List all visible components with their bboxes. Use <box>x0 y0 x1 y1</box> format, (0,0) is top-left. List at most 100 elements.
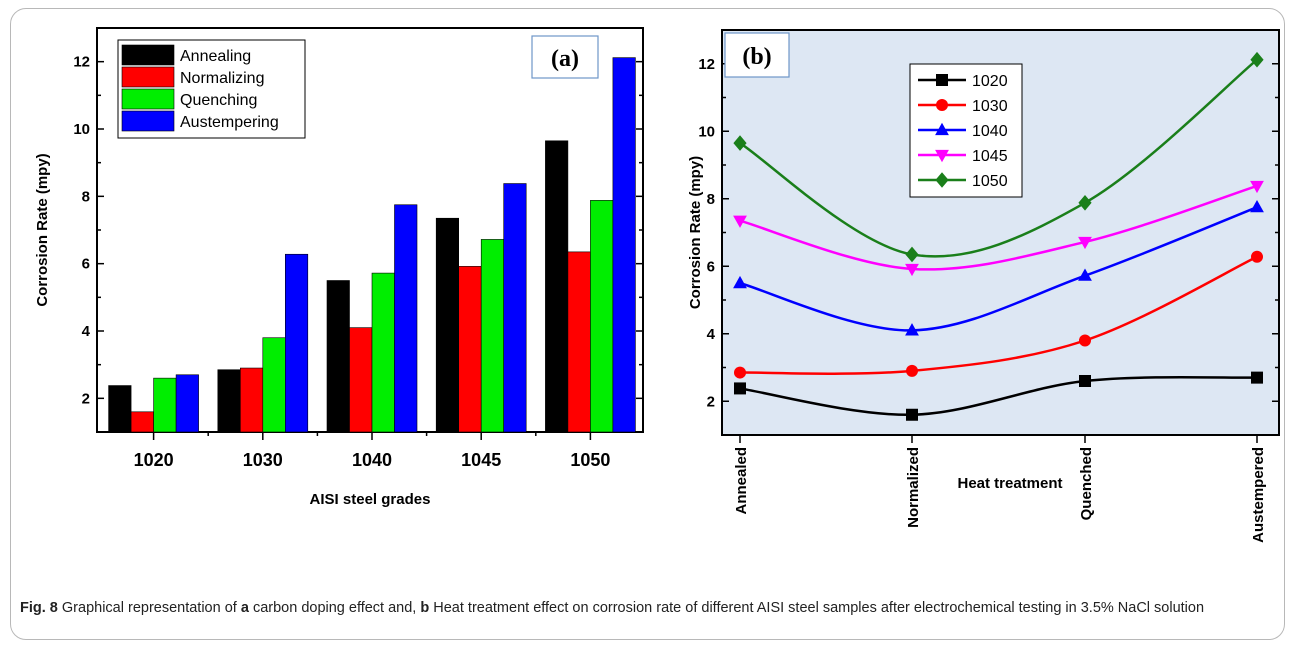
panel-label: (a) <box>551 46 579 72</box>
legend-label: Annealing <box>180 48 251 65</box>
data-point <box>733 275 747 289</box>
legend-label: 1020 <box>972 73 1008 90</box>
bar <box>217 369 241 433</box>
bar <box>153 377 177 433</box>
caption-label: Fig. 8 <box>20 600 58 616</box>
legend-swatch <box>121 44 175 66</box>
x-tick-label: 1020 <box>134 450 174 470</box>
y-tick-label: 10 <box>73 121 90 138</box>
x-tick-label: Austempered <box>1250 447 1267 543</box>
y-tick-label: 6 <box>82 256 90 273</box>
legend-label: 1045 <box>972 148 1008 165</box>
series-line <box>739 375 1258 417</box>
legend-label: 1030 <box>972 98 1008 115</box>
legend-marker <box>935 172 949 188</box>
panel-label-box <box>724 32 790 78</box>
bar-chart-panel-a: 2 4 6 8 10 12 1020 1030 1040 1045 1050 AISI steel g… <box>34 27 644 508</box>
legend-swatch <box>121 66 175 88</box>
series-line <box>739 58 1258 258</box>
series-line <box>739 255 1258 375</box>
y-tick-label: 10 <box>698 123 715 140</box>
bar <box>480 239 505 433</box>
x-axis-label: Heat treatment <box>957 475 1062 492</box>
bar <box>108 385 132 433</box>
x-tick-label: 1050 <box>570 450 610 470</box>
figure-frame <box>10 8 1285 640</box>
caption-text-1: Graphical representation of <box>57 600 241 616</box>
bar <box>435 217 460 433</box>
legend-swatch <box>121 110 175 132</box>
legend-swatch <box>121 88 175 110</box>
legend-label: Quenching <box>180 92 257 109</box>
y-tick-label: 12 <box>698 56 715 73</box>
data-point <box>1251 250 1263 263</box>
data-point <box>734 366 746 379</box>
x-axis-label: AISI steel grades <box>310 491 431 508</box>
data-point <box>1250 199 1264 213</box>
y-tick-label: 2 <box>707 393 715 410</box>
bar <box>612 57 636 433</box>
bar <box>326 280 350 433</box>
data-point <box>1079 334 1091 347</box>
x-tick-label: Annealed <box>733 447 750 515</box>
caption-text-2: carbon doping effect and, <box>248 600 421 616</box>
y-axis-label: Corrosion Rate (mpy) <box>687 156 704 309</box>
panel-label: (b) <box>742 44 771 70</box>
legend-marker <box>936 74 948 86</box>
y-axis-label: Corrosion Rate (mpy) <box>34 153 51 306</box>
legend-label: 1040 <box>972 123 1008 140</box>
bar <box>394 204 418 433</box>
data-point <box>1078 268 1092 281</box>
data-point <box>1250 180 1264 194</box>
data-point <box>906 408 918 421</box>
y-tick-label: 8 <box>82 188 90 205</box>
x-tick-label: Quenched <box>1078 447 1095 520</box>
bar <box>284 253 309 433</box>
bar <box>371 272 395 433</box>
panel-label-box <box>531 35 599 79</box>
data-point <box>1078 236 1092 250</box>
caption-text-3: Heat treatment effect on corrosion rate … <box>429 600 1205 616</box>
data-point <box>1250 51 1264 68</box>
bar <box>545 140 569 433</box>
bar <box>349 327 373 433</box>
line-chart-panel-b: 2 4 6 8 10 12 Annealed Normalized Quenched Austem… <box>687 29 1280 543</box>
x-tick-label: 1040 <box>352 450 392 470</box>
data-point <box>905 246 919 263</box>
data-point <box>1078 195 1092 211</box>
x-tick-label: Normalized <box>905 447 922 528</box>
legend-marker <box>935 122 949 136</box>
bar <box>130 411 154 433</box>
bar <box>590 200 614 433</box>
caption-bold-a: a <box>240 600 249 616</box>
x-tick-label: 1030 <box>243 450 283 470</box>
series-line <box>739 184 1258 271</box>
y-tick-label: 4 <box>707 326 716 343</box>
bar <box>262 337 286 433</box>
data-point <box>1251 371 1263 384</box>
data-point <box>905 323 919 336</box>
bar <box>458 266 482 433</box>
y-tick-label: 12 <box>73 54 90 71</box>
figure-caption: Fig. 8 Graphical representation of a car… <box>20 598 1270 618</box>
legend-label: Normalizing <box>180 70 264 87</box>
data-point <box>733 215 747 228</box>
bar <box>567 251 591 433</box>
legend-label: 1050 <box>972 173 1008 190</box>
data-point <box>906 364 918 377</box>
data-point <box>734 382 746 395</box>
y-tick-label: 8 <box>707 191 715 208</box>
data-point <box>733 135 747 151</box>
y-tick-label: 4 <box>82 323 91 340</box>
bar <box>175 374 199 433</box>
data-point <box>905 263 919 277</box>
bar <box>503 183 527 433</box>
y-tick-label: 2 <box>82 390 90 407</box>
legend-marker <box>935 149 949 163</box>
y-tick-label: 6 <box>707 258 715 275</box>
caption-bold-b: b <box>420 600 430 616</box>
series-line <box>739 206 1258 332</box>
data-point <box>1079 375 1091 387</box>
x-tick-label: 1045 <box>461 450 501 470</box>
